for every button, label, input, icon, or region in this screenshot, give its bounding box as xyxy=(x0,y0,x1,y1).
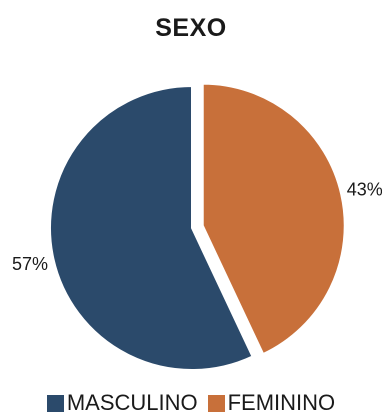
pie-slice-feminino xyxy=(201,82,346,356)
chart-title: SEXO xyxy=(155,14,227,42)
data-label-feminino: 43% xyxy=(347,179,382,199)
data-label-masculino: 57% xyxy=(12,254,48,274)
legend: MASCULINO FEMININO xyxy=(0,391,382,415)
legend-label-feminino: FEMININO xyxy=(227,390,336,415)
legend-swatch-masculino xyxy=(46,394,64,412)
legend-swatch-feminino xyxy=(207,394,225,412)
legend-item-masculino: MASCULINO xyxy=(46,390,198,415)
pie-labels: 43% 57% xyxy=(12,179,382,274)
pie-slice-masculino xyxy=(49,84,254,371)
legend-label-masculino: MASCULINO xyxy=(66,390,198,415)
legend-item-feminino: FEMININO xyxy=(207,390,336,415)
pie-slices xyxy=(49,82,346,371)
